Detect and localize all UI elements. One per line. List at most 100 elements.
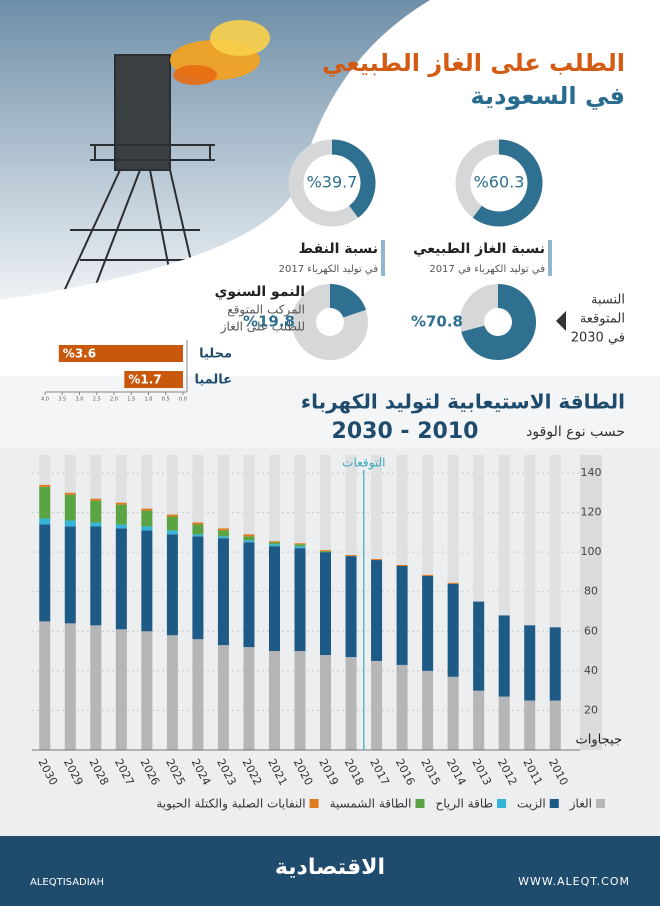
x-tick-label: 2.5	[93, 397, 101, 403]
bar-segment	[115, 504, 127, 525]
footer	[0, 836, 660, 906]
bar-segment	[345, 657, 357, 750]
bar-segment	[447, 582, 459, 584]
chart-title: الطاقة الاستيعابية لتوليد الكهرباء	[301, 390, 625, 414]
donut-arc	[461, 284, 536, 360]
y-tick-label: 100	[581, 545, 602, 558]
bar-segment	[39, 484, 51, 487]
x-tick-label: 2.0	[110, 397, 118, 403]
bar-segment	[166, 635, 178, 750]
bar-segment	[115, 524, 127, 529]
donut-subtitle: في توليد الكهرباء 2017	[279, 264, 379, 275]
bar-segment	[422, 574, 434, 576]
bar-segment	[90, 625, 102, 750]
bar-segment	[115, 502, 127, 505]
bar-segment	[166, 534, 178, 636]
bar-segment	[166, 514, 178, 517]
bar-segment	[498, 615, 510, 697]
bar-segment	[90, 500, 102, 523]
bar-segment	[294, 546, 306, 549]
bar-segment	[141, 530, 153, 632]
y-tick-label: 20	[584, 703, 598, 716]
bar-segment	[192, 639, 204, 750]
bar-segment	[345, 556, 357, 658]
label-accent	[381, 240, 385, 276]
chart-period: 2030 - 2010	[332, 419, 479, 444]
bar-segment	[447, 676, 459, 750]
bar-segment	[243, 540, 255, 543]
bar-segment	[64, 492, 76, 495]
x-tick-label: 4.0	[41, 397, 49, 403]
bar-segment	[268, 651, 280, 750]
growth-subtitle: المركب المتوقع	[227, 303, 305, 318]
bar-segment	[396, 664, 408, 750]
legend-swatch	[596, 799, 605, 808]
y-tick-label: 80	[584, 585, 598, 598]
bar-segment	[422, 670, 434, 750]
donut-label: %70.8	[411, 313, 463, 331]
bar-segment	[396, 565, 408, 665]
bar-segment	[39, 621, 51, 750]
growth-title: النمو السنوي	[215, 284, 305, 301]
bar-track	[524, 455, 536, 750]
bar-segment	[243, 542, 255, 648]
bar-segment	[166, 516, 178, 531]
bar-segment	[217, 645, 229, 750]
bar-segment	[268, 542, 280, 545]
brand: الاقتصادية	[275, 855, 385, 880]
bar-segment	[371, 660, 383, 750]
bar-segment	[141, 631, 153, 750]
legend-label: الطاقة الشمسية	[330, 797, 412, 811]
x-tick-label: 0.5	[162, 397, 170, 403]
title-line1: الطلب على الغاز الطبيعي	[322, 49, 625, 77]
bar-segment	[294, 548, 306, 652]
bar-segment	[192, 536, 204, 640]
category-label: محليا	[199, 347, 232, 362]
donut-label: %60.3	[474, 173, 525, 192]
pointer	[556, 311, 566, 331]
forecast-note: النسبة	[591, 293, 625, 308]
bar-segment	[166, 530, 178, 535]
bar-segment	[115, 629, 127, 750]
bar-segment	[192, 524, 204, 535]
bar-segment	[64, 623, 76, 750]
bar-segment	[90, 526, 102, 626]
donut-arc	[331, 139, 376, 218]
bar-segment	[524, 700, 536, 750]
forecast-note: المتوقعة	[580, 312, 625, 327]
bar-segment	[268, 544, 280, 547]
y-tick-label: 40	[584, 664, 598, 677]
bar-track	[498, 455, 510, 750]
bar-segment	[549, 627, 561, 701]
bar-segment	[141, 508, 153, 511]
bar-segment	[64, 526, 76, 624]
chart-subtitle: حسب نوع الوقود	[526, 424, 625, 440]
legend-label: الزيت	[517, 797, 546, 812]
bar-segment	[320, 550, 332, 552]
bar	[58, 345, 183, 362]
bar-segment	[473, 601, 485, 691]
bar-segment	[243, 647, 255, 750]
x-tick-label: 1.0	[145, 397, 153, 403]
bar-segment	[345, 555, 357, 557]
label-accent	[548, 240, 552, 276]
bar-segment	[217, 530, 229, 537]
x-tick-label: 1.5	[127, 397, 135, 403]
bar-track	[549, 455, 561, 750]
donut-label: %19.8	[243, 313, 295, 331]
bar-segment	[217, 538, 229, 646]
x-tick-label: 3.0	[76, 397, 84, 403]
bar-segment	[39, 524, 51, 622]
bar-segment	[422, 575, 434, 671]
x-tick-label: 0.0	[179, 397, 187, 403]
title-line2: في السعودية	[471, 82, 626, 110]
donut-arc	[329, 284, 366, 319]
legend-swatch	[497, 799, 507, 808]
bar-segment	[192, 534, 204, 537]
y-tick-label: 120	[581, 506, 602, 519]
legend-swatch	[549, 799, 559, 808]
bar-segment	[64, 494, 76, 521]
bar-segment	[549, 700, 561, 750]
bar-segment	[294, 544, 306, 547]
